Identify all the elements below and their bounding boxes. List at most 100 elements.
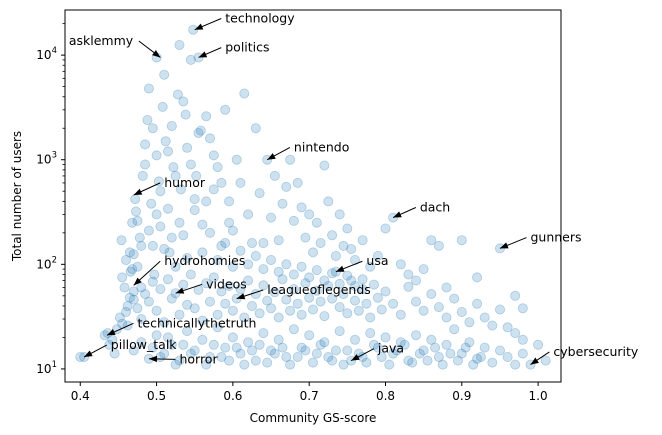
scatter-point [193,127,204,138]
scatter-point [437,359,448,370]
scatter-point [464,317,475,328]
scatter-point [269,170,280,181]
scatter-point [146,198,157,209]
annotation-leagueoflegends: leagueoflegends [236,282,371,300]
scatter-point [510,359,521,370]
scatter-point [216,177,227,188]
annotation-label: technology [225,11,295,26]
scatter-point [265,254,276,265]
y-tick-label: 101 [36,360,57,376]
scatter-point [407,357,418,368]
scatter-point [224,217,235,228]
scatter-point [433,351,444,362]
x-axis: 0.4 0.5 0.6 0.7 0.8 0.9 1.0 [71,382,548,403]
annotation-cybersecurity: cybersecurity [530,344,639,366]
scatter-point [174,217,185,228]
scatter-point [189,303,200,314]
scatter-point [304,272,315,283]
annotation-hydrohomies: hydrohomies [133,253,245,286]
annotation-label: hydrohomies [164,253,245,268]
scatter-point [128,345,139,356]
scatter-point [319,311,330,322]
scatter-point [315,296,326,307]
scatter-point [304,330,315,341]
scatter-point [540,355,551,366]
scatter-point [220,237,231,248]
scatter-point [357,235,368,246]
scatter-point [399,339,410,350]
scatter-point [456,306,467,317]
scatter-point [288,269,299,280]
scatter-point [164,247,175,258]
annotation-horror: horror [148,351,218,366]
scatter-point [147,276,158,287]
scatter-point [182,252,193,263]
scatter-point [220,104,231,115]
annotation-arrowhead [198,51,208,58]
scatter-point [258,264,269,275]
scatter-point [460,342,471,353]
scatter-point [159,317,170,328]
scatter-point [235,284,246,295]
scatter-point [388,298,399,309]
scatter-point [159,69,170,80]
scatter-point [395,309,406,320]
scatter-point [265,303,276,314]
scatter-point [445,348,456,359]
annotation-videos: videos [175,276,247,294]
scatter-point [208,184,219,195]
scatter-point [149,269,160,280]
scatter-point [147,123,158,134]
scatter-point [109,348,120,359]
scatter-point [178,96,189,107]
scatter-point [269,287,280,298]
scatter-point [216,240,227,251]
scatter-point [140,159,151,170]
scatter-point [422,355,433,366]
scatter-point [155,221,166,232]
scatter-point [127,217,138,228]
scatter-point [342,270,353,281]
scatter-point [410,296,421,307]
scatter-point [159,348,170,359]
scatter-point [441,312,452,323]
scatter-point [338,240,349,251]
scatter-point [174,40,185,51]
scatter-point [311,348,322,359]
scatter-point [197,315,208,326]
scatter-point [246,237,257,248]
scatter-point [414,348,425,359]
annotation-arrowhead [335,265,345,272]
annotation-arrowhead [499,242,509,249]
scatter-point [151,330,162,341]
scatter-point [368,279,379,290]
annotation-dach: dach [392,199,450,219]
scatter-point [174,355,185,366]
annotation-arrowhead [84,350,93,358]
scatter-point [338,359,349,370]
scatter-point [380,286,391,297]
annotations-layer: technology asklemmy politics nintendo humor d… [69,11,639,367]
annotation-label: humor [164,175,206,190]
scatter-point [136,313,147,324]
scatter-point [136,240,147,251]
scatter-point [334,326,345,337]
scatter-point [311,285,322,296]
annotation-label: java [377,341,404,356]
scatter-point [204,351,215,362]
scatter-point [140,288,151,299]
scatter-point [433,302,444,313]
scatter-point [224,196,235,207]
scatter-point [166,121,177,132]
scatter-point [330,250,341,261]
scatter-point [288,215,299,226]
scatter-point [403,281,414,292]
scatter-point [172,89,183,100]
annotation-label: gunners [530,230,581,245]
scatter-point [227,332,238,343]
scatter-point [262,357,273,368]
scatter-point [239,312,250,323]
scatter-point [178,279,189,290]
scatter-point [197,334,208,345]
scatter-point [380,223,391,234]
